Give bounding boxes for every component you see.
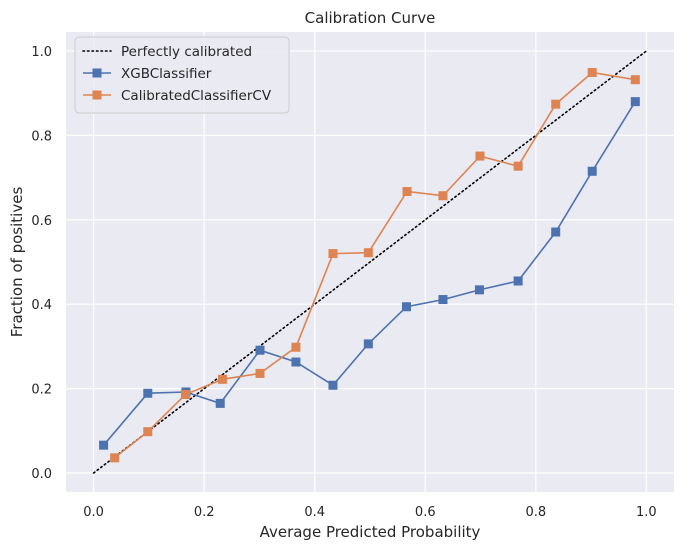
y-tick-label: 0.0 <box>31 467 52 482</box>
data-point <box>551 99 561 109</box>
y-tick-label: 0.6 <box>31 214 52 229</box>
data-point <box>180 390 190 400</box>
data-point <box>255 345 265 355</box>
data-point <box>99 440 109 450</box>
legend-label: Perfectly calibrated <box>121 44 252 60</box>
data-point <box>363 339 373 349</box>
data-point <box>551 227 561 237</box>
data-point <box>474 285 484 295</box>
y-axis-label: Fraction of positives <box>8 187 26 338</box>
x-tick-label: 1.0 <box>636 505 657 520</box>
data-point <box>110 453 120 463</box>
x-tick-label: 0.4 <box>304 505 325 520</box>
reference-line <box>92 50 648 474</box>
data-point <box>630 75 640 85</box>
legend-label: XGBClassifier <box>121 66 212 82</box>
chart-title: Calibration Curve <box>305 9 436 27</box>
data-point <box>475 151 485 161</box>
x-axis-label: Average Predicted Probability <box>260 523 481 541</box>
grid-lines <box>66 32 674 492</box>
data-point <box>215 398 225 408</box>
series-layer <box>99 68 640 463</box>
legend-swatch-marker <box>92 68 102 78</box>
perfect-calibration-line <box>92 50 648 474</box>
data-point <box>438 295 448 305</box>
data-point <box>630 97 640 107</box>
data-point <box>291 357 301 367</box>
legend: Perfectly calibrated XGBClassifier Calibra… <box>74 36 290 114</box>
x-tick-label: 0.6 <box>415 505 436 520</box>
series-XGBClassifier <box>99 97 640 450</box>
data-point <box>255 368 265 378</box>
y-tick-label: 0.8 <box>31 129 52 144</box>
x-tick-label: 0.8 <box>525 505 546 520</box>
x-tick-label: 0.0 <box>83 505 104 520</box>
data-point <box>143 388 153 398</box>
data-point <box>402 187 412 197</box>
data-point <box>363 248 373 258</box>
data-point <box>143 427 153 437</box>
data-point <box>587 68 597 78</box>
data-point <box>438 191 448 201</box>
data-point <box>513 276 523 286</box>
legend-box <box>74 36 290 114</box>
data-point <box>401 302 411 312</box>
data-point <box>328 249 338 259</box>
series-CalibratedClassifierCV <box>110 68 640 463</box>
data-point <box>513 161 523 171</box>
y-tick-label: 0.2 <box>31 383 52 398</box>
data-point <box>291 342 301 352</box>
y-tick-label: 1.0 <box>31 45 52 60</box>
data-point <box>328 380 338 390</box>
legend-swatch-marker <box>92 90 102 100</box>
tick-labels: 0.0 0.2 0.4 0.6 0.8 1.0 0.0 0.2 0.4 0.6 0.8 1.0 <box>31 45 656 520</box>
x-tick-label: 0.2 <box>194 505 215 520</box>
data-point <box>217 374 227 384</box>
legend-label: CalibratedClassifierCV <box>121 88 272 104</box>
data-point <box>587 166 597 176</box>
y-tick-label: 0.4 <box>31 298 52 313</box>
